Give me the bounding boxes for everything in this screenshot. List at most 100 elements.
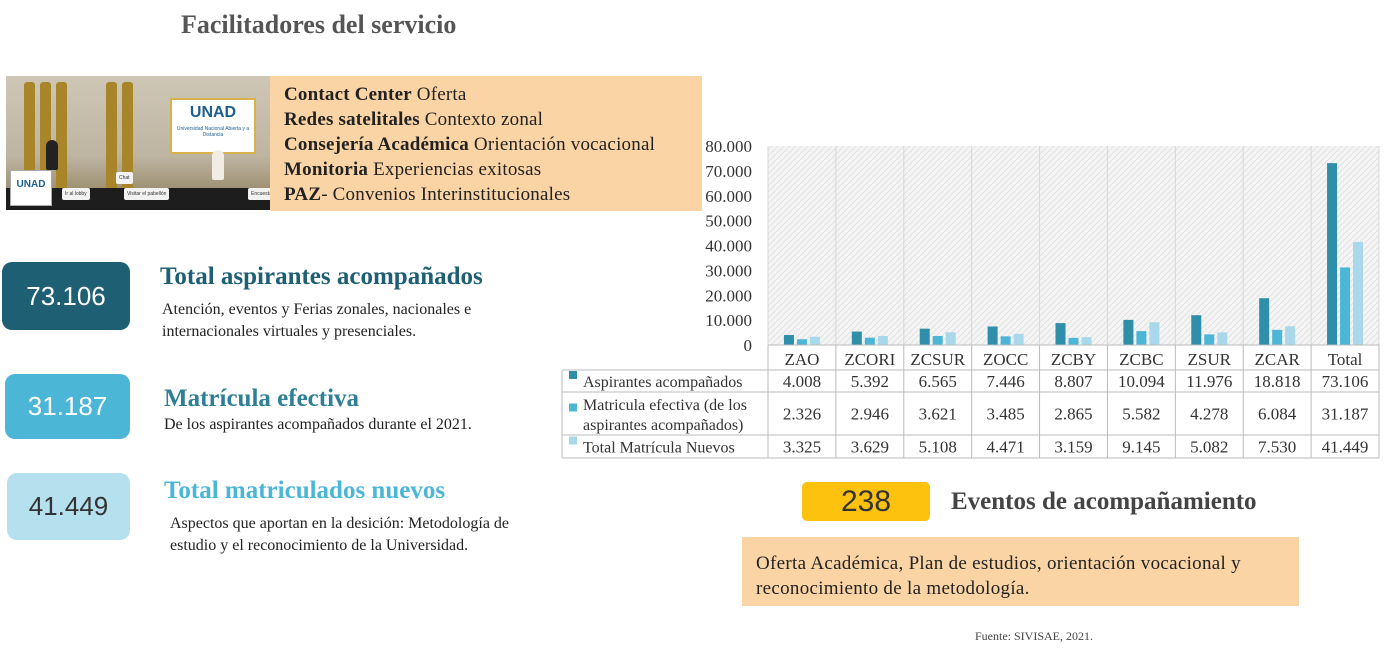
- y-tick-label: 80.000: [705, 137, 752, 156]
- survey-chip[interactable]: Encuesta: [248, 188, 270, 200]
- host-person-right: [212, 150, 224, 180]
- stat-description: Atención, eventos y Ferias zonales, naci…: [162, 301, 472, 340]
- services-box: Contact Center Oferta Redes satelitales …: [270, 76, 702, 211]
- bar: [1340, 267, 1351, 345]
- service-item: Contact Center Oferta: [284, 84, 467, 105]
- data-value-label: 9.145: [1122, 438, 1160, 457]
- data-value-label: 41.449: [1322, 438, 1369, 457]
- data-value-label: 4.278: [1190, 405, 1228, 424]
- bar: [1327, 163, 1338, 345]
- stat-title: Total matriculados nuevos: [164, 477, 446, 504]
- x-category-label: ZCBY: [1051, 350, 1096, 369]
- series-label: Matricula efectiva (de los: [583, 397, 747, 414]
- legend-swatch: [569, 436, 577, 445]
- data-value-label: 7.446: [986, 372, 1024, 391]
- bar: [1149, 322, 1160, 345]
- series-label: aspirantes acompañados): [583, 417, 743, 434]
- y-tick-label: 40.000: [705, 237, 752, 256]
- data-value-label: 5.582: [1122, 405, 1160, 424]
- pavilion-chip[interactable]: Visitar el pabellón: [124, 188, 170, 200]
- y-tick-label: 20.000: [705, 286, 752, 305]
- bar: [1272, 329, 1283, 345]
- x-category-label: ZCAR: [1254, 350, 1300, 369]
- x-category-label: ZCORI: [844, 350, 895, 369]
- x-category-label: ZCSUR: [910, 350, 965, 369]
- legend-swatch: [569, 403, 577, 412]
- stat-title: Matrícula efectiva: [164, 385, 360, 412]
- bar: [919, 328, 930, 345]
- data-value-label: 2.946: [851, 405, 889, 424]
- data-value-label: 6.565: [919, 372, 957, 391]
- data-value-label: 6.084: [1258, 405, 1297, 424]
- bar: [945, 332, 956, 345]
- series-label: Total Matrícula Nuevos: [583, 440, 735, 457]
- topics-text: Oferta Académica, Plan de estudios, orie…: [756, 553, 1241, 599]
- data-value-label: 31.187: [1322, 405, 1369, 424]
- service-item: Monitoria Experiencias exitosas: [284, 159, 542, 180]
- bar: [864, 337, 875, 345]
- unad-logo: UNAD Universidad Nacional Abierta y a Di…: [170, 98, 256, 154]
- bar: [1285, 326, 1296, 345]
- stat-new-enrolled: 41.449: [7, 473, 130, 540]
- stat-total-aspirants: 73.106: [2, 262, 130, 330]
- y-tick-label: 10.000: [705, 311, 752, 330]
- bar: [987, 326, 998, 345]
- x-category-label: ZCBC: [1119, 350, 1163, 369]
- data-value-label: 8.807: [1054, 372, 1093, 391]
- stat-effective-enrollment: 31.187: [5, 374, 130, 439]
- source-note: Fuente: SIVISAE, 2021.: [975, 629, 1093, 643]
- virtual-stand-photo: UNAD Universidad Nacional Abierta y a Di…: [6, 76, 270, 210]
- bar: [809, 336, 820, 345]
- bar: [1055, 323, 1066, 345]
- data-value-label: 3.621: [919, 405, 957, 424]
- host-person-left: [46, 140, 58, 170]
- data-value-label: 11.976: [1186, 372, 1232, 391]
- bar: [877, 335, 888, 345]
- desk-logo: UNAD: [10, 170, 52, 206]
- bar-chart: 0 10.000 20.000 30.000 40.000 50.000 60.000 70.…: [561, 137, 1380, 459]
- data-value-label: 5.392: [851, 372, 889, 391]
- data-value-label: 10.094: [1118, 372, 1165, 391]
- bar: [1259, 298, 1270, 345]
- service-item: Consejería Académica Orientación vocacio…: [284, 134, 656, 155]
- plot-area: [768, 146, 1379, 345]
- bar: [1136, 331, 1147, 345]
- stat-description: Aspectos que aportan en la desición: Met…: [170, 515, 510, 554]
- events-count-badge: 238: [802, 482, 930, 521]
- events-label: Eventos de acompañamiento: [951, 488, 1257, 515]
- data-value-label: 73.106: [1322, 372, 1369, 391]
- page-title: Facilitadores del servicio: [181, 10, 457, 39]
- y-tick-label: 60.000: [705, 187, 752, 206]
- bar: [851, 331, 862, 345]
- x-category-label: ZSUR: [1188, 350, 1232, 369]
- data-value-label: 7.530: [1258, 438, 1296, 457]
- series-label: Aspirantes acompañados: [583, 374, 743, 391]
- data-value-label: 5.108: [919, 438, 957, 457]
- data-value-label: 4.008: [783, 372, 821, 391]
- lobby-chip[interactable]: Ir al lobby: [62, 188, 90, 200]
- bar: [1068, 337, 1079, 345]
- data-value-label: 3.159: [1054, 438, 1092, 457]
- bar: [1013, 333, 1024, 345]
- chat-chip[interactable]: Chat: [116, 172, 133, 184]
- bar: [1191, 315, 1202, 345]
- service-item: Redes satelitales Contexto zonal: [284, 109, 544, 130]
- bar: [1000, 336, 1011, 345]
- data-value-label: 3.325: [783, 438, 821, 457]
- data-value-label: 2.865: [1054, 405, 1092, 424]
- bar: [1081, 337, 1092, 345]
- bar: [1217, 332, 1228, 345]
- data-value-label: 4.471: [986, 438, 1024, 457]
- data-value-label: 5.082: [1190, 438, 1228, 457]
- bar: [1353, 241, 1364, 345]
- stat-description: De los aspirantes acompañados durante el…: [164, 416, 472, 433]
- y-tick-label: 50.000: [705, 212, 752, 231]
- bar: [932, 335, 943, 345]
- bar: [1204, 334, 1215, 345]
- data-value-label: 2.326: [783, 405, 821, 424]
- bar: [1123, 319, 1134, 345]
- data-value-label: 3.485: [986, 405, 1024, 424]
- data-value-label: 3.629: [851, 438, 889, 457]
- bar: [796, 339, 807, 345]
- bar: [783, 335, 794, 345]
